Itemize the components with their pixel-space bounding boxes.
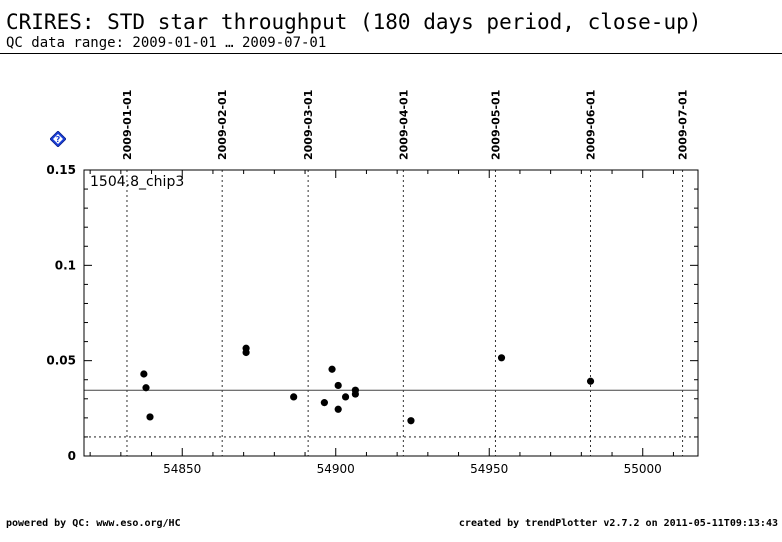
plot-frame (83, 169, 699, 457)
date-marker-label: 2009-07-01 (677, 90, 690, 160)
data-point (351, 390, 359, 398)
x-tick-label: 54850 (163, 462, 201, 476)
panel-label: 1504.8_chip3 (90, 174, 184, 190)
date-marker-label: 2009-04-01 (397, 90, 410, 160)
data-point (334, 381, 342, 390)
data-point (140, 370, 148, 378)
date-marker-label: 2009-05-01 (489, 90, 502, 160)
data-point (407, 417, 415, 425)
x-tick-label: 54950 (470, 462, 508, 476)
header-divider (0, 53, 782, 54)
date-marker-label: 2009-01-01 (121, 90, 134, 160)
footer-created-by: created by trendPlotter v2.7.2 on 2011-0… (458, 518, 778, 529)
data-point (328, 365, 336, 373)
data-point (341, 393, 350, 401)
data-point (242, 348, 250, 357)
x-tick-label: 54900 (317, 462, 355, 476)
data-point (320, 399, 328, 407)
data-point (290, 393, 298, 401)
data-point (586, 377, 595, 385)
data-point (142, 384, 150, 392)
data-range-subtitle: QC data range: 2009-01-01 … 2009-07-01 (6, 35, 327, 51)
date-marker-label: 2009-02-01 (216, 90, 229, 160)
data-point (146, 413, 154, 421)
y-tick-label: 0 (68, 449, 76, 463)
footer-powered-by: powered by QC: www.eso.org/HC (6, 518, 181, 529)
data-point (334, 405, 342, 413)
date-marker-label: 2009-06-01 (585, 90, 598, 160)
page-title: CRIRES: STD star throughput (180 days pe… (6, 10, 702, 34)
y-tick-label: 0.1 (55, 258, 76, 272)
svg-text:?: ? (56, 135, 61, 144)
x-tick-label: 55000 (624, 462, 662, 476)
data-point (497, 354, 506, 362)
help-question-diamond-icon[interactable]: ? (50, 131, 66, 147)
y-tick-label: 0.05 (46, 354, 76, 368)
y-tick-label: 0.15 (46, 163, 76, 177)
date-marker-label: 2009-03-01 (302, 90, 315, 160)
